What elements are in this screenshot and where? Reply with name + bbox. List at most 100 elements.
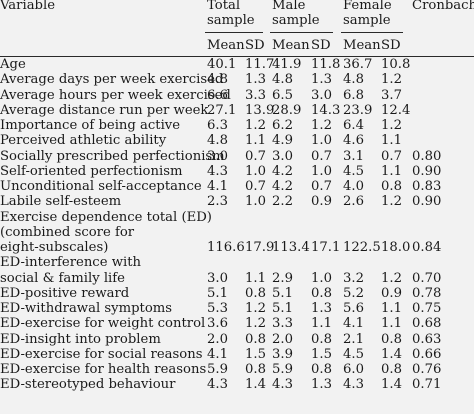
row-male-sd: 1.1: [311, 316, 332, 332]
row-total-sd: 1.4: [245, 377, 266, 393]
row-variable-label: Average distance run per week: [0, 102, 209, 118]
row-variable-label: ED-withdrawal symptoms: [0, 301, 173, 316]
row-male-mean: 4.2: [272, 163, 293, 179]
header-female-mean: Mean: [343, 38, 381, 53]
row-female-sd: 0.8: [381, 331, 402, 347]
row-female-mean: 6.4: [343, 118, 364, 133]
row-variable-label: social & family life: [0, 270, 125, 286]
row-variable-label: Age: [0, 57, 26, 72]
row-female-sd: 1.2: [381, 118, 402, 133]
row-female-mean: 3.2: [343, 270, 364, 286]
row-male-mean: 41.9: [272, 57, 302, 72]
row-total-mean: 6.6: [207, 87, 228, 103]
row-female-mean: 4.6: [343, 133, 364, 149]
row-female-mean: 4.0: [343, 179, 364, 194]
row-male-mean: 4.8: [272, 72, 293, 88]
header-female-line2: sample: [343, 13, 391, 28]
row-female-mean: 6.0: [343, 362, 364, 377]
row-male-mean: 4.3: [272, 377, 293, 393]
row-male-mean: 5.1: [272, 285, 293, 301]
row-male-mean: 3.9: [272, 346, 293, 362]
header-female-sd: SD: [381, 38, 401, 53]
row-total-mean: 40.1: [207, 57, 237, 72]
row-variable-label: Socially prescribed perfectionism: [0, 148, 225, 164]
row-female-sd: 1.1: [381, 133, 402, 149]
row-male-sd: 1.0: [311, 270, 332, 286]
female-sample-underline: [341, 32, 403, 33]
row-male-sd: 1.0: [311, 133, 332, 149]
row-variable-label: Perceived athletic ability: [0, 133, 167, 149]
row-total-sd: 0.7: [245, 148, 266, 164]
row-cronbach-alpha: 0.75: [412, 301, 442, 316]
row-total-mean: 4.3: [207, 377, 228, 393]
row-variable-label: ED-exercise for health reasons: [0, 362, 207, 377]
row-total-sd: 3.3: [245, 87, 266, 103]
total-sample-underline: [205, 32, 263, 33]
row-total-sd: 1.2: [245, 301, 266, 316]
row-male-mean: 113.4: [272, 240, 310, 255]
row-cronbach-alpha: 0.71: [412, 377, 442, 393]
header-total-mean: Mean: [207, 38, 245, 53]
row-female-mean: 2.1: [343, 331, 364, 347]
row-cronbach-alpha: 0.80: [412, 148, 442, 164]
row-total-mean: 4.1: [207, 346, 228, 362]
row-male-sd: 1.2: [311, 118, 332, 133]
row-variable-label: Average days per week exercised: [0, 72, 224, 88]
row-female-sd: 0.7: [381, 148, 402, 164]
header-total-sd: SD: [245, 38, 265, 53]
row-total-mean: 5.3: [207, 301, 228, 316]
row-cronbach-alpha: 0.68: [412, 316, 442, 332]
header-cronbach: Cronbach α: [412, 0, 474, 13]
row-variable-label: ED-exercise for weight control: [0, 316, 206, 332]
row-cronbach-alpha: 0.63: [412, 331, 442, 347]
row-female-sd: 3.7: [381, 87, 402, 103]
row-female-mean: 4.1: [343, 316, 364, 332]
row-variable-label: Unconditional self-acceptance: [0, 179, 202, 194]
row-male-sd: 1.0: [311, 163, 332, 179]
row-total-mean: 116.6: [207, 240, 245, 255]
row-female-sd: 1.2: [381, 194, 402, 210]
row-female-sd: 0.9: [381, 285, 402, 301]
row-total-mean: 4.3: [207, 163, 228, 179]
row-male-sd: 14.3: [311, 102, 341, 118]
row-total-mean: 5.9: [207, 362, 228, 377]
row-cronbach-alpha: 0.84: [412, 240, 442, 255]
row-variable-label: ED-positive reward: [0, 285, 130, 301]
row-male-mean: 2.9: [272, 270, 293, 286]
row-female-mean: 4.8: [343, 72, 364, 88]
header-male-mean: Mean: [272, 38, 310, 53]
row-female-mean: 4.3: [343, 377, 364, 393]
row-total-sd: 1.0: [245, 163, 266, 179]
row-female-mean: 36.7: [343, 57, 373, 72]
row-female-mean: 23.9: [343, 102, 373, 118]
row-total-sd: 1.2: [245, 316, 266, 332]
row-male-mean: 5.1: [272, 301, 293, 316]
row-total-mean: 4.1: [207, 179, 228, 194]
row-female-sd: 1.2: [381, 270, 402, 286]
row-male-sd: 0.8: [311, 331, 332, 347]
header-total-line2: sample: [207, 13, 255, 28]
row-total-mean: 2.3: [207, 194, 228, 210]
row-variable-label: ED-interference with: [0, 255, 141, 271]
male-sample-underline: [270, 32, 333, 33]
row-male-mean: 6.5: [272, 87, 293, 103]
row-male-sd: 17.1: [311, 240, 341, 255]
row-total-mean: 3.6: [207, 316, 228, 332]
row-female-mean: 6.8: [343, 87, 364, 103]
row-variable-label: ED-exercise for social reasons: [0, 346, 203, 362]
row-male-mean: 2.2: [272, 194, 293, 210]
row-total-mean: 27.1: [207, 102, 237, 118]
row-variable-label: ED-stereotyped behaviour: [0, 377, 176, 393]
row-female-sd: 18.0: [381, 240, 411, 255]
row-variable-label: Average hours per week exercised: [0, 87, 231, 103]
row-female-mean: 4.5: [343, 163, 364, 179]
row-total-mean: 4.8: [207, 133, 228, 149]
row-male-mean: 6.2: [272, 118, 293, 133]
row-female-mean: 3.1: [343, 148, 364, 164]
row-female-sd: 1.1: [381, 301, 402, 316]
row-total-mean: 4.8: [207, 72, 228, 88]
row-variable-label: Exercise dependence total (ED): [0, 209, 212, 225]
row-male-sd: 1.3: [311, 301, 332, 316]
row-cronbach-alpha: 0.83: [412, 179, 442, 194]
row-total-sd: 13.9: [245, 102, 275, 118]
